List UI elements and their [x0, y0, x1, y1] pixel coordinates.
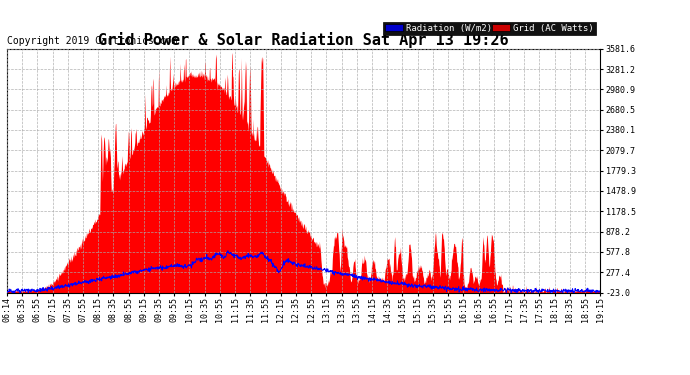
Title: Grid Power & Solar Radiation Sat Apr 13 19:26: Grid Power & Solar Radiation Sat Apr 13 …	[98, 32, 509, 48]
Text: Copyright 2019 Cartronics.com: Copyright 2019 Cartronics.com	[7, 36, 177, 46]
Legend: Radiation (W/m2), Grid (AC Watts): Radiation (W/m2), Grid (AC Watts)	[383, 22, 595, 35]
